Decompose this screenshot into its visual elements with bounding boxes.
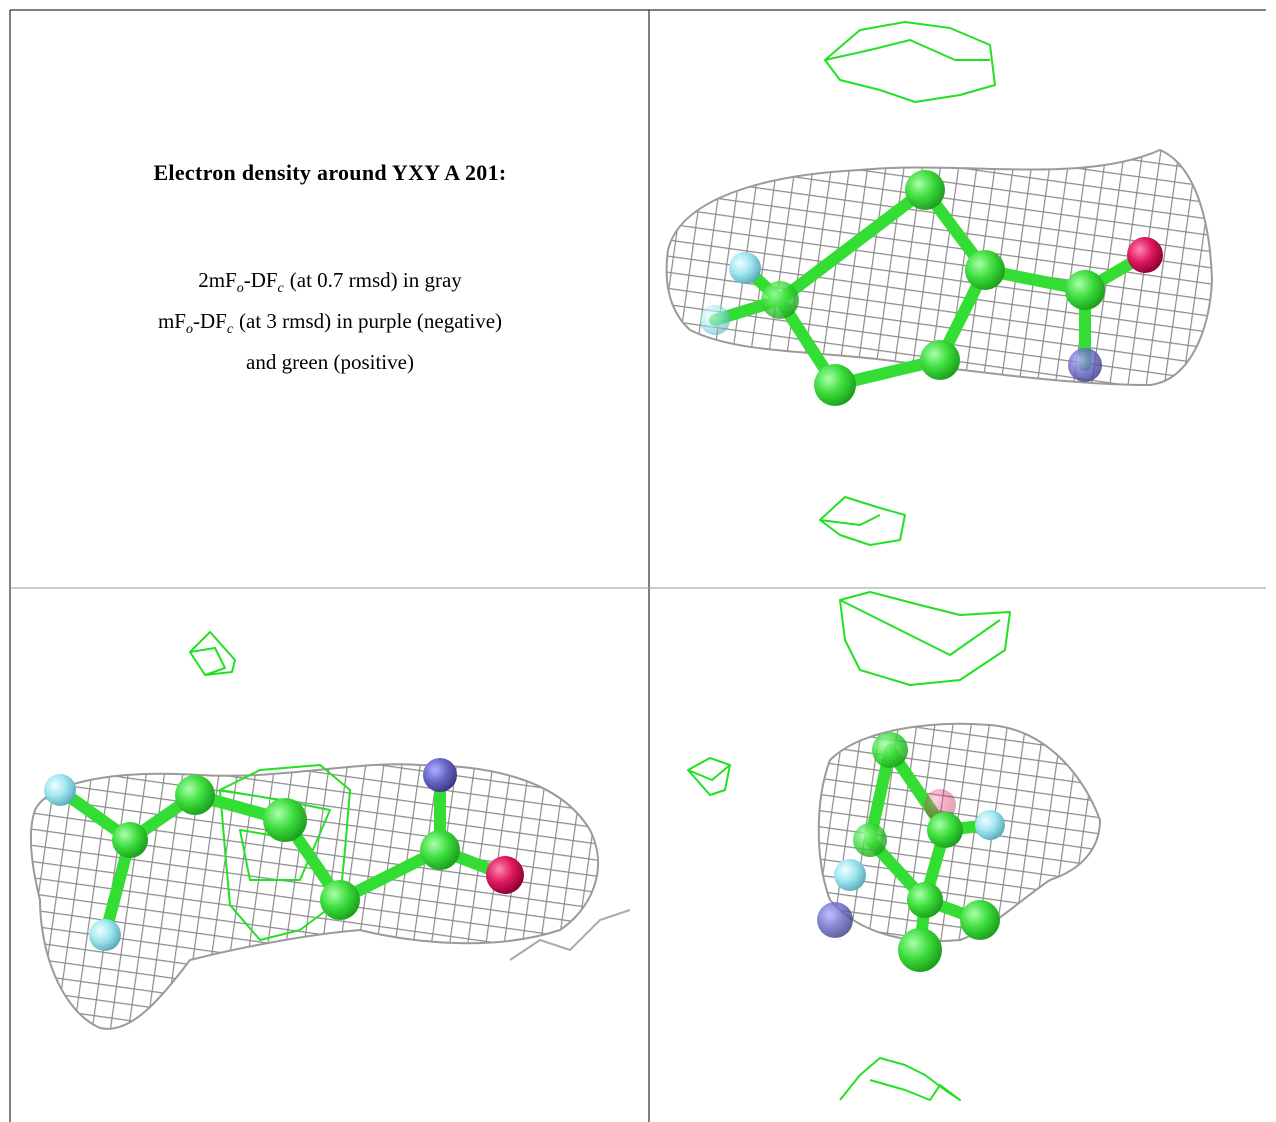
caption-line: and green (positive): [12, 346, 648, 379]
caption: Electron density around YXY A 201: 2mFo-…: [12, 160, 648, 379]
atom: [975, 810, 1005, 840]
caption-line: mFo-DFc (at 3 rmsd) in purple (negative): [12, 305, 648, 346]
atom: [905, 170, 945, 210]
subscript: c: [278, 281, 284, 296]
atom: [834, 859, 866, 891]
mesh-cage: [190, 632, 235, 675]
atom: [112, 822, 148, 858]
mesh-cage: [820, 497, 905, 545]
atom: [761, 281, 799, 319]
atom: [1068, 348, 1102, 382]
atom: [420, 830, 460, 870]
mesh-cage: [840, 1058, 960, 1100]
caption-text: (at 0.7 rmsd) in gray: [290, 268, 462, 292]
subscript: c: [227, 322, 233, 337]
atom: [960, 900, 1000, 940]
atom: [175, 775, 215, 815]
atom: [263, 798, 307, 842]
atom: [700, 305, 730, 335]
atom: [898, 928, 942, 972]
body: Electron density around YXY A 201: 2mFo-…: [0, 0, 1276, 1122]
page: Electron density figure {"caption": { "t…: [0, 0, 1276, 1122]
caption-text: mF: [158, 309, 186, 333]
atom: [44, 774, 76, 806]
mesh-cage: [688, 758, 730, 795]
density-panel: [31, 632, 630, 1029]
caption-text: -DF: [193, 309, 227, 333]
atom: [89, 919, 121, 951]
atom: [320, 880, 360, 920]
caption-text: (at 3 rmsd) in purple (negative): [239, 309, 502, 333]
caption-title: Electron density around YXY A 201:: [12, 160, 648, 186]
atom: [872, 732, 908, 768]
atom: [907, 882, 943, 918]
caption-text: -DF: [244, 268, 278, 292]
subscript: o: [237, 281, 244, 296]
atom: [814, 364, 856, 406]
mesh-cage: [825, 22, 995, 102]
atom: [927, 812, 963, 848]
density-panel: [667, 22, 1212, 545]
atom: [853, 823, 887, 857]
atom: [817, 902, 853, 938]
atom: [423, 758, 457, 792]
subscript: o: [186, 322, 193, 337]
atom: [1065, 270, 1105, 310]
caption-text: and green (positive): [246, 350, 414, 374]
density-panel: [688, 592, 1100, 1100]
atom: [1127, 237, 1163, 273]
atom: [486, 856, 524, 894]
caption-line: 2mFo-DFc (at 0.7 rmsd) in gray: [12, 264, 648, 305]
atom: [729, 252, 761, 284]
caption-text: 2mF: [198, 268, 237, 292]
atom: [965, 250, 1005, 290]
atom: [920, 340, 960, 380]
mesh-cage: [840, 592, 1010, 685]
